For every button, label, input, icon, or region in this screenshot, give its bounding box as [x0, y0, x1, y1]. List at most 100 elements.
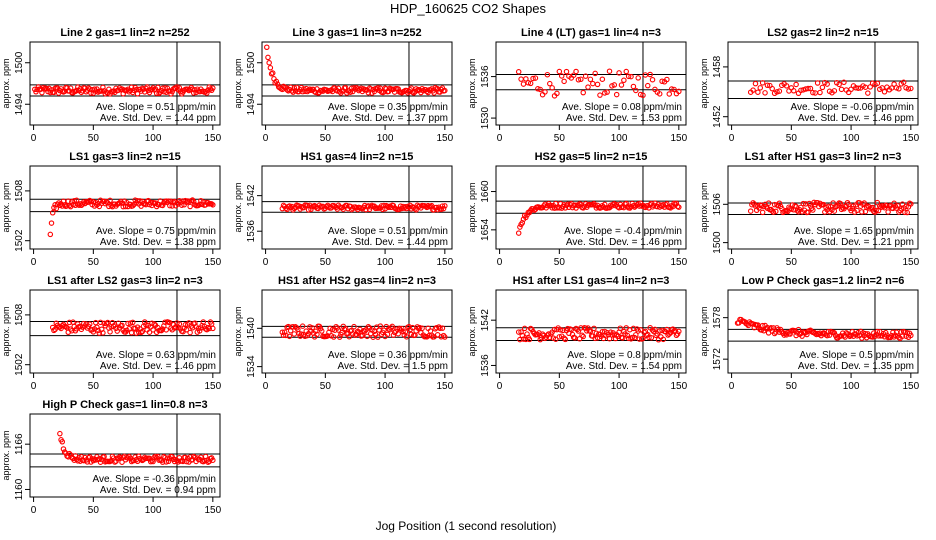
x-tick-label: 0: [729, 257, 735, 268]
plot-frame: [261, 289, 453, 374]
data-point: [783, 83, 790, 89]
x-tick-label: 150: [902, 257, 919, 268]
data-point: [270, 70, 276, 76]
x-tick-label: 150: [670, 257, 687, 268]
data-point: [824, 81, 830, 87]
data-point: [623, 200, 630, 207]
data-point: [636, 336, 643, 342]
data-point: [427, 87, 434, 93]
x-tick-label: 50: [554, 257, 566, 268]
data-point: [525, 80, 532, 86]
stddev-annotation: Ave. Std. Dev. = 1.38 ppm: [100, 237, 216, 248]
data-point: [329, 326, 336, 333]
data-point: [905, 86, 912, 92]
data-point: [616, 70, 622, 76]
y-axis-label: approx. ppm: [233, 58, 243, 108]
x-tick-label: 150: [902, 133, 919, 144]
data-point: [210, 202, 216, 208]
panel-1: Line 2 gas=1 lin=2 n=252 0 50 100 150 1494 150…: [1, 27, 222, 144]
data-point: [171, 325, 178, 331]
panel-10: HS1 after HS2 gas=4 lin=2 n=3 0 50 100 150 15…: [233, 275, 454, 392]
data-point: [130, 203, 136, 209]
data-point: [759, 322, 766, 329]
data-point: [150, 327, 156, 333]
y-tick-label: 1160: [14, 478, 25, 500]
data-point: [633, 332, 639, 338]
x-tick-label: 150: [436, 381, 453, 392]
data-point: [100, 330, 106, 336]
data-point: [900, 79, 907, 86]
data-point: [908, 332, 914, 339]
data-point: [676, 328, 682, 335]
data-point: [532, 75, 539, 81]
data-point: [652, 326, 658, 333]
y-tick-label: 1534: [246, 355, 257, 378]
data-point: [640, 92, 646, 99]
x-tick-label: 100: [843, 133, 860, 144]
stddev-annotation: Ave. Std. Dev. = 1.37 ppm: [332, 113, 448, 124]
data-point: [183, 458, 190, 465]
data-point: [296, 330, 302, 337]
x-tick-label: 0: [263, 133, 269, 144]
data-point: [752, 80, 759, 87]
panel-8: LS1 after HS1 gas=3 lin=2 n=3 0 50 100 150 15…: [699, 151, 920, 268]
data-point: [759, 80, 766, 86]
data-point: [561, 201, 567, 208]
data-point: [371, 328, 378, 335]
slope-annotation: Ave. Slope = 1.65 ppm/min: [794, 226, 914, 237]
data-point: [637, 91, 644, 98]
plot-frame: [261, 165, 453, 250]
data-point: [855, 85, 862, 91]
data-point: [621, 77, 627, 84]
data-point: [891, 200, 897, 207]
data-point: [163, 327, 169, 333]
data-point: [629, 334, 635, 341]
y-tick-label: 1508: [14, 179, 25, 202]
data-point: [656, 91, 663, 97]
data-point: [841, 79, 847, 86]
data-point: [625, 73, 632, 80]
data-point: [403, 334, 410, 340]
data-point: [769, 208, 775, 214]
data-point: [606, 335, 613, 342]
plot-frame: [495, 41, 687, 126]
data-point: [187, 329, 193, 336]
data-point: [195, 202, 202, 209]
data-point: [580, 333, 586, 340]
data-point: [582, 325, 589, 331]
data-point: [113, 325, 119, 332]
data-point: [400, 328, 406, 335]
slope-annotation: Ave. Slope = -0.06 ppm/min: [791, 102, 915, 113]
x-tick-label: 0: [729, 133, 735, 144]
x-tick-label: 150: [204, 133, 221, 144]
x-tick-label: 0: [729, 381, 735, 392]
data-point: [440, 205, 447, 212]
data-point: [143, 321, 149, 328]
data-point: [346, 333, 352, 340]
y-axis-label: approx. ppm: [1, 430, 11, 480]
data-point: [141, 319, 148, 325]
data-point: [607, 329, 614, 335]
panel-title: HS1 gas=4 lin=2 n=15: [301, 151, 414, 163]
data-point: [646, 205, 652, 211]
data-points: [515, 68, 682, 99]
panel-12: Low P Check gas=1.2 lin=2 n=6 0 50 100 150 15…: [699, 275, 920, 392]
data-point: [802, 201, 809, 207]
panel-title: Low P Check gas=1.2 lin=2 n=6: [742, 275, 905, 287]
stddev-annotation: Ave. Std. Dev. = 1.46 ppm: [100, 361, 216, 372]
x-tick-label: 100: [843, 257, 860, 268]
data-point: [406, 323, 412, 330]
data-point: [520, 81, 527, 87]
data-point: [573, 68, 579, 75]
data-point: [352, 332, 358, 338]
panel-title: HS2 gas=5 lin=2 n=15: [535, 151, 648, 163]
data-point: [125, 320, 131, 327]
data-point: [664, 76, 670, 83]
data-point: [433, 324, 440, 331]
y-axis-label: approx. ppm: [699, 182, 709, 232]
x-tick-label: 0: [31, 257, 37, 268]
x-tick-label: 150: [902, 381, 919, 392]
data-point: [283, 332, 289, 339]
data-point: [416, 324, 423, 331]
x-tick-label: 100: [843, 381, 860, 392]
